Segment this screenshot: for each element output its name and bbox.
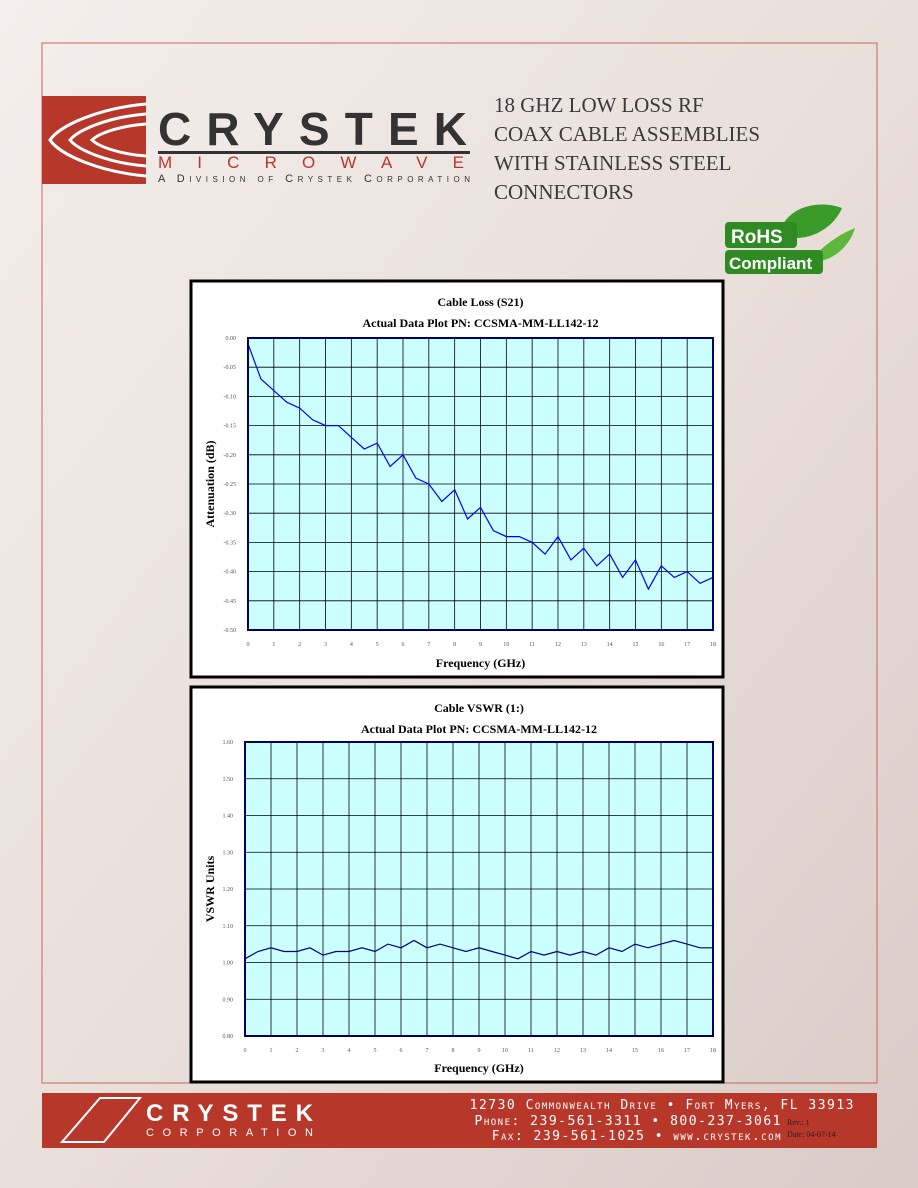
chart: Cable VSWR (1:) Actual Data Plot PN: CCSM… [189,685,725,1084]
title-line: COAX CABLE ASSEMBLIES [494,122,760,146]
footer-date: Date: 04-07-14 [787,1130,836,1139]
footer-rev: Rev.: 1 [787,1118,810,1127]
footer-fax: Fax: 239-561-1025 • www.crystek.com [492,1129,782,1144]
x-tick-label: 13 [580,1048,586,1054]
x-tick-label: 17 [684,642,690,648]
y-axis-label: Attenuation (dB) [203,440,217,527]
footer-logo-sub: CORPORATION [146,1127,316,1139]
chart: Cable Loss (S21) Actual Data Plot PN: CCS… [189,279,725,679]
data-line [244,939,713,960]
x-tick-label: 12 [554,1048,560,1054]
badge-bottom: Compliant [729,254,812,273]
x-tick-label: 0 [247,642,250,648]
footer-logo-mark [59,1097,143,1143]
chart-title: Cable Loss (S21) [437,295,523,309]
x-axis-label: Frequency (GHz) [434,1061,523,1075]
x-tick-label: 16 [658,642,664,648]
badge-top: RoHS [731,227,783,248]
x-tick-label: 9 [479,642,482,648]
x-tick-label: 10 [502,1048,508,1054]
y-tick-label: -0.45 [224,599,237,605]
x-tick-label: 6 [402,642,405,648]
title-line: WITH STAINLESS STEEL [494,151,731,175]
footer-address: 12730 Commonwealth Drive • Fort Myers, F… [470,1098,855,1113]
x-tick-label: 7 [427,642,430,648]
x-tick-label: 4 [350,642,353,648]
y-tick-label: -0.40 [224,570,237,576]
logo-arcs [48,102,147,178]
footer-phone: Phone: 239-561-3311 • 800-237-3061 [475,1114,782,1129]
footer-logo-name: CRYSTEK [146,1100,316,1127]
x-tick-label: 16 [658,1048,664,1054]
title-line: CONNECTORS [494,180,634,204]
logo-division: MICROWAVE [158,153,470,172]
y-tick-label: 0.00 [226,336,237,342]
y-tick-label: -0.25 [224,482,237,488]
y-tick-label: 1.50 [223,777,234,783]
x-tick-label: 15 [633,642,639,648]
x-tick-label: 18 [710,642,716,648]
chart-subtitle: Actual Data Plot PN: CCSMA-MM-LL142-12 [363,316,599,330]
logo-rule [158,151,470,154]
footer-band [42,1093,877,1148]
footer: CRYSTEK CORPORATION 12730 Commonwealth D… [42,1093,877,1148]
plot-frame [244,741,714,1037]
x-axis-label: Frequency (GHz) [436,656,525,670]
x-tick-label: 11 [529,642,535,648]
y-tick-label: -0.20 [224,453,237,459]
y-tick-label: 0.90 [223,997,234,1003]
x-tick-label: 11 [528,1048,534,1054]
x-tick-label: 14 [607,642,613,648]
x-tick-label: 9 [478,1048,481,1054]
x-tick-label: 3 [322,1048,325,1054]
x-tick-label: 2 [296,1048,299,1054]
charts: Cable Loss (S21) Actual Data Plot PN: CCS… [189,279,725,1084]
y-tick-label: 1.00 [223,961,234,967]
y-tick-label: 1.20 [223,887,234,893]
y-tick-label: -0.50 [224,628,237,634]
x-tick-label: 17 [684,1048,690,1054]
x-tick-label: 7 [426,1048,429,1054]
x-tick-label: 18 [710,1048,716,1054]
y-axis-label: VSWR Units [203,856,217,923]
x-tick-label: 8 [452,1048,455,1054]
rohs-badge: RoHS Compliant [725,204,855,274]
x-tick-label: 5 [376,642,379,648]
x-tick-label: 8 [453,642,456,648]
chart-subtitle: Actual Data Plot PN: CCSMA-MM-LL142-12 [361,722,597,736]
y-tick-label: 1.30 [223,850,234,856]
title-line: 18 GHZ LOW LOSS RF [494,93,704,117]
x-tick-label: 5 [374,1048,377,1054]
x-tick-label: 12 [555,642,561,648]
badge-top-bg [725,222,797,248]
x-tick-label: 3 [324,642,327,648]
x-tick-label: 13 [581,642,587,648]
y-tick-label: -0.10 [224,394,237,400]
x-tick-label: 1 [270,1048,273,1054]
y-tick-label: -0.05 [224,365,237,371]
y-tick-label: 1.40 [223,814,234,820]
x-tick-label: 10 [503,642,509,648]
badge-bottom-bg [725,250,823,274]
header-title: 18 GHZ LOW LOSS RF COAX CABLE ASSEMBLIES… [494,93,760,204]
x-tick-label: 14 [606,1048,612,1054]
y-tick-label: 0.80 [223,1034,234,1040]
y-tick-label: -0.30 [224,511,237,517]
x-tick-label: 4 [348,1048,351,1054]
y-tick-label: -0.15 [224,424,237,430]
y-tick-label: 1.10 [223,924,234,930]
plot-frame [247,337,714,631]
x-tick-label: 6 [400,1048,403,1054]
logo-name: CRYSTEK [158,103,470,155]
leaf [815,228,855,262]
x-tick-label: 0 [244,1048,247,1054]
y-tick-label: -0.35 [224,540,237,546]
x-tick-label: 1 [272,642,275,648]
chart-title: Cable VSWR (1:) [434,701,524,715]
y-tick-label: 1.60 [223,740,234,746]
x-tick-label: 2 [298,642,301,648]
x-tick-label: 15 [632,1048,638,1054]
data-line [247,343,714,591]
